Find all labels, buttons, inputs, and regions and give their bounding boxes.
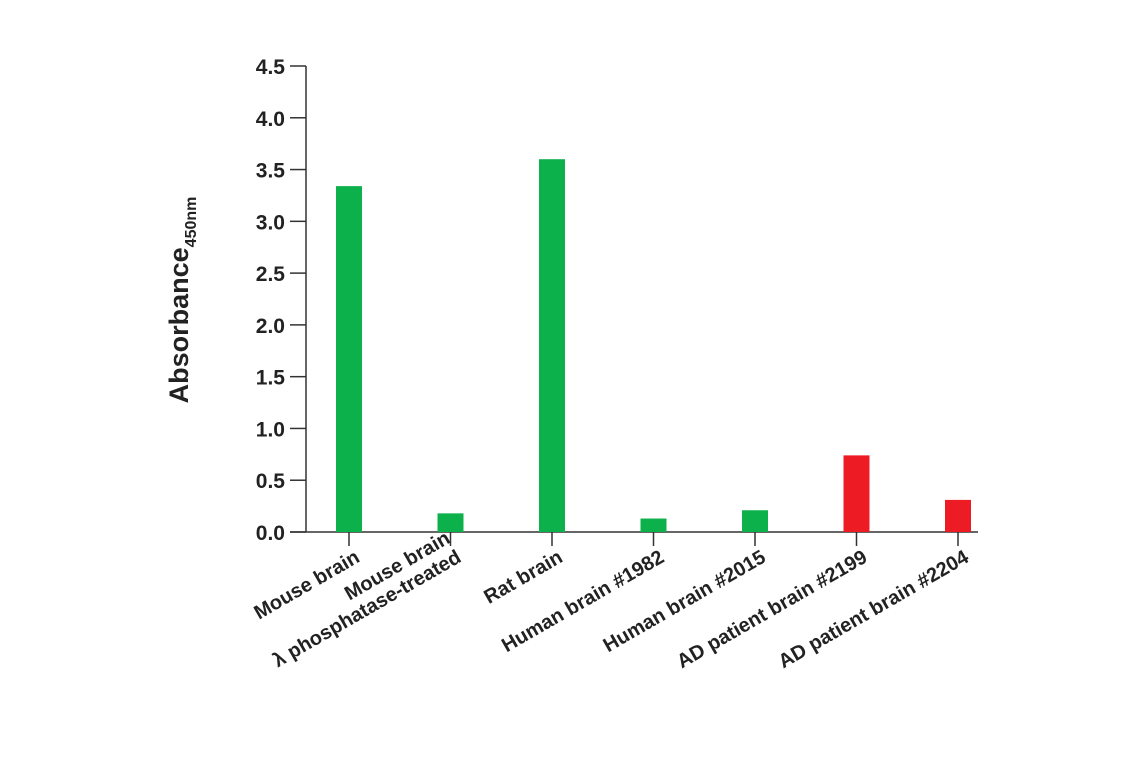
- y-axis-title-subscript: 450nm: [183, 197, 200, 248]
- y-tick-label: 0.0: [256, 522, 285, 545]
- x-tick-label-line: λ phosphatase-treated: [269, 546, 465, 672]
- x-tick-label: AD patient brain #2199: [673, 546, 871, 673]
- y-tick-label: 0.5: [256, 470, 286, 493]
- bar: [742, 510, 768, 532]
- y-tick-label: 1.5: [256, 367, 286, 390]
- y-tick-label: 2.0: [256, 315, 285, 338]
- bar: [945, 499, 971, 532]
- x-tick-label-line: AD patient brain #2204: [775, 546, 973, 673]
- y-tick-label: 1.0: [256, 418, 285, 441]
- bar: [336, 186, 362, 532]
- y-tick-label: 4.0: [256, 108, 285, 131]
- bar: [539, 159, 565, 532]
- y-axis-title-main: Absorbance: [164, 247, 194, 403]
- x-tick-label: Human brain #2015: [600, 546, 770, 657]
- bar: [437, 513, 464, 532]
- x-tick-label: AD patient brain #2204: [775, 546, 973, 673]
- x-tick-label: Human brain #1982: [498, 546, 668, 657]
- y-tick-label: 2.5: [256, 263, 286, 286]
- x-tick-label-line: Human brain #2015: [600, 546, 770, 657]
- x-tick-label: Rat brain: [480, 546, 566, 608]
- x-tick-label-line: Human brain #1982: [498, 546, 668, 657]
- x-tick-label-line: Rat brain: [480, 546, 566, 608]
- y-tick-label: 3.0: [256, 211, 285, 234]
- y-tick-label: 4.5: [256, 56, 286, 79]
- y-tick-label: 3.5: [256, 160, 286, 183]
- bar: [843, 455, 870, 532]
- x-tick-label-line: AD patient brain #2199: [673, 546, 871, 673]
- bar: [640, 518, 667, 532]
- y-axis-title: Absorbance450nm: [164, 197, 200, 404]
